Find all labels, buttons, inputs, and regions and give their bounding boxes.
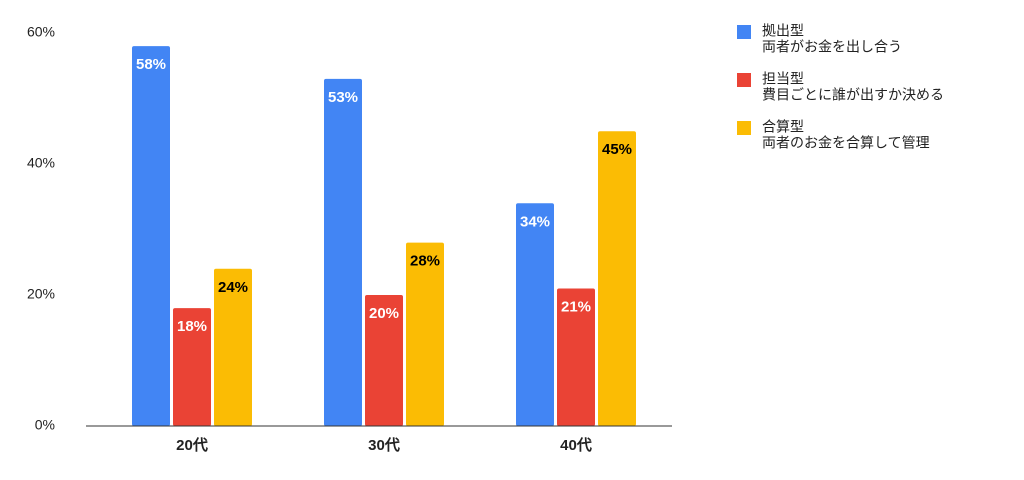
legend-label: 合算型 [762,119,804,135]
legend-swatch [737,121,751,135]
y-tick-label: 0% [35,417,55,433]
legend-description: 両者がお金を出し合う [762,39,902,55]
value-label: 58% [136,56,166,73]
value-label: 21% [561,298,591,315]
legend-label: 拠出型 [762,23,804,39]
value-label: 28% [410,253,440,270]
bar [365,295,403,426]
value-label: 24% [218,279,248,296]
legend-description: 両者のお金を合算して管理 [762,135,930,151]
bar [557,288,595,426]
value-label: 18% [177,318,207,335]
value-label: 45% [602,141,632,158]
value-label: 53% [328,89,358,106]
x-tick-label: 20代 [176,436,208,454]
y-tick-label: 40% [27,155,55,171]
bar [598,131,636,426]
bar [132,46,170,426]
y-tick-label: 20% [27,286,55,302]
x-tick-label: 30代 [368,436,400,454]
legend-description: 費目ごとに誰が出すか決める [762,87,944,103]
bar [214,268,252,426]
bar [516,203,554,426]
bar [324,78,362,426]
y-tick-label: 60% [27,24,55,40]
bar [173,308,211,426]
x-tick-label: 40代 [560,436,592,454]
legend-label: 担当型 [762,71,804,87]
legend-swatch [737,73,751,87]
legend-swatch [737,25,751,39]
value-label: 20% [369,305,399,322]
bar [406,242,444,426]
value-label: 34% [520,213,550,230]
